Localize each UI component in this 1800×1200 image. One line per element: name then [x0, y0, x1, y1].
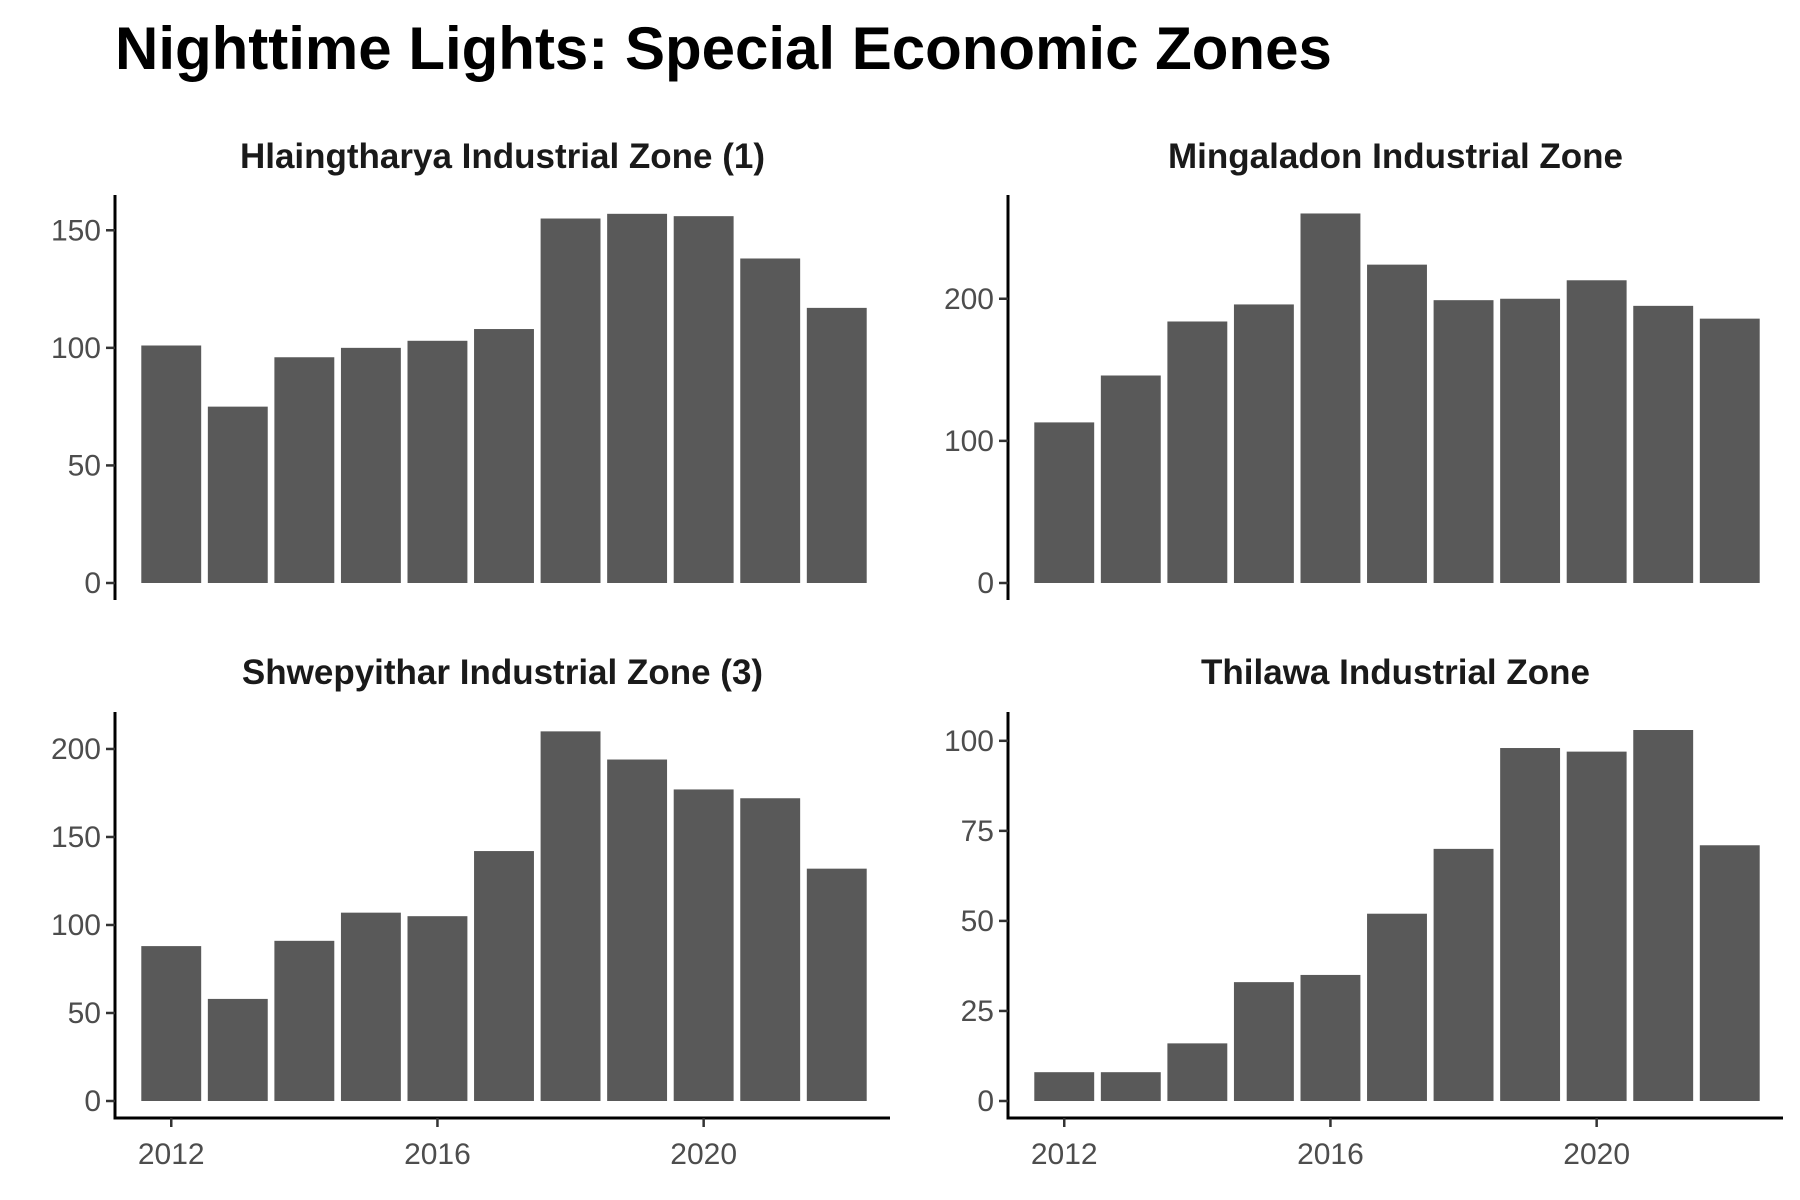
y-tick-label: 0	[84, 567, 101, 600]
x-tick-label: 2012	[138, 1138, 205, 1171]
bar-1-2013	[207, 406, 268, 583]
bar-3-2018	[540, 731, 601, 1101]
y-tick-label: 50	[68, 449, 101, 482]
y-tick-label: 0	[977, 1085, 994, 1118]
bar-2-2017	[1367, 264, 1427, 583]
bar-1-2015	[340, 347, 401, 583]
facet-title-3: Shwepyithar Industrial Zone (3)	[242, 653, 763, 692]
bar-3-2014	[274, 940, 335, 1101]
bar-2-2012	[1034, 422, 1095, 583]
bar-2-2022	[1699, 318, 1760, 583]
bar-1-2020	[673, 216, 734, 583]
x-tick-label: 2020	[1563, 1138, 1630, 1171]
facet-title-1: Hlaingtharya Industrial Zone (1)	[240, 137, 765, 176]
bar-3-2019	[607, 759, 668, 1101]
bar-3-2020	[673, 789, 734, 1101]
y-tick-label: 0	[84, 1085, 101, 1118]
bar-4-2022	[1699, 845, 1760, 1101]
bar-2-2015	[1233, 304, 1294, 583]
bar-1-2021	[740, 258, 801, 583]
bar-4-2019	[1500, 748, 1561, 1101]
y-tick-label: 100	[51, 909, 101, 942]
bar-4-2014	[1167, 1043, 1228, 1101]
y-tick-label: 75	[961, 815, 994, 848]
y-tick-label: 150	[51, 821, 101, 854]
x-tick-label: 2020	[670, 1138, 737, 1171]
bar-2-2016	[1300, 213, 1361, 583]
bar-2-2013	[1100, 375, 1161, 583]
bar-4-2013	[1100, 1072, 1161, 1101]
bar-1-2018	[540, 218, 601, 584]
bar-1-2012	[141, 345, 202, 583]
bar-4-2015	[1233, 982, 1294, 1101]
facet-title-2: Mingaladon Industrial Zone	[1168, 137, 1623, 176]
y-tick-label: 0	[977, 567, 994, 600]
bar-1-2019	[607, 213, 668, 583]
bar-1-2022	[806, 307, 867, 583]
bar-3-2015	[340, 912, 401, 1101]
bar-1-2017	[474, 329, 534, 583]
y-tick-label: 200	[944, 283, 994, 316]
x-tick-label: 2016	[1297, 1138, 1364, 1171]
bar-2-2018	[1433, 300, 1494, 583]
bar-4-2012	[1034, 1072, 1095, 1101]
y-tick-label: 50	[961, 905, 994, 938]
y-tick-label: 50	[68, 997, 101, 1030]
bar-4-2018	[1433, 848, 1494, 1101]
x-tick-label: 2012	[1031, 1138, 1098, 1171]
bar-4-2017	[1367, 913, 1427, 1101]
y-tick-label: 200	[51, 733, 101, 766]
bar-1-2016	[407, 340, 468, 583]
y-tick-label: 25	[961, 995, 994, 1028]
facet-title-4: Thilawa Industrial Zone	[1201, 653, 1590, 692]
bar-4-2016	[1300, 974, 1361, 1101]
bar-3-2021	[740, 798, 801, 1101]
bar-3-2017	[474, 851, 534, 1101]
bar-3-2022	[806, 868, 867, 1101]
bar-2-2020	[1566, 280, 1627, 583]
y-tick-label: 100	[944, 725, 994, 758]
bar-2-2021	[1633, 305, 1694, 583]
bar-3-2013	[207, 998, 268, 1101]
bar-1-2014	[274, 357, 335, 583]
bar-3-2012	[141, 946, 202, 1101]
bar-3-2016	[407, 916, 468, 1101]
page-title: Nighttime Lights: Special Economic Zones	[115, 15, 1332, 82]
y-tick-label: 100	[51, 332, 101, 365]
y-tick-label: 100	[944, 425, 994, 458]
bar-2-2014	[1167, 321, 1228, 583]
bar-2-2019	[1500, 298, 1561, 583]
bar-4-2020	[1566, 751, 1627, 1101]
x-tick-label: 2016	[404, 1138, 471, 1171]
bar-4-2021	[1633, 730, 1694, 1101]
y-tick-label: 150	[51, 214, 101, 247]
